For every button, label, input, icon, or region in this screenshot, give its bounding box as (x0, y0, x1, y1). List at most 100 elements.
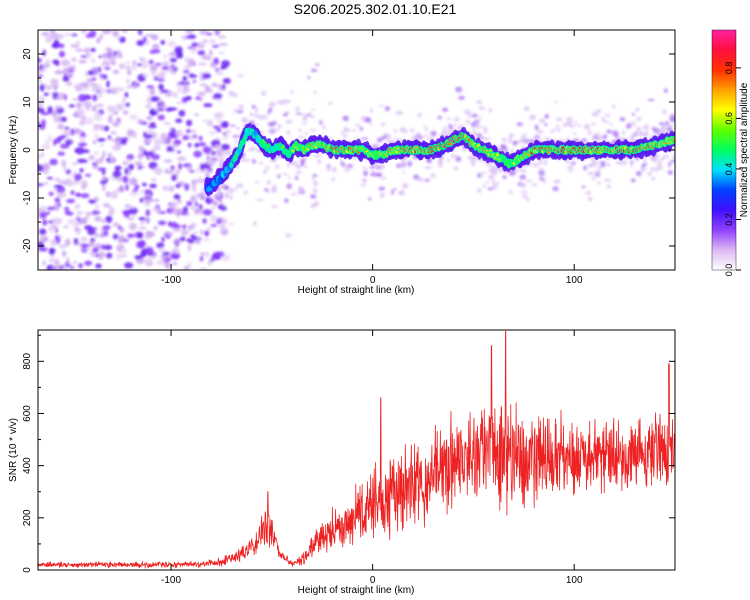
noise-blob (81, 30, 87, 34)
halo-blob (499, 144, 507, 149)
noise-blob (46, 206, 56, 211)
noise-blob (144, 151, 150, 157)
noise-blob (50, 254, 56, 258)
halo-blob (672, 154, 675, 160)
noise-blob (92, 127, 100, 132)
halo-blob (630, 160, 634, 164)
noise-blob (195, 167, 200, 174)
noise-blob (181, 34, 187, 41)
noise-blob (100, 63, 108, 67)
halo-blob (657, 160, 662, 166)
halo-blob (260, 130, 264, 136)
noise-blob (122, 160, 128, 166)
halo-blob (307, 113, 312, 117)
noise-blob (194, 179, 203, 183)
noise-blob (181, 224, 187, 230)
noise-blob (221, 60, 231, 67)
halo-blob (485, 181, 490, 184)
halo-blob (256, 198, 264, 202)
halo-blob (554, 101, 558, 104)
noise-blob (125, 184, 129, 191)
noise-blob (102, 203, 110, 207)
halo-blob (310, 194, 316, 199)
halo-blob (407, 160, 413, 167)
halo-blob (474, 123, 482, 129)
halo-blob (381, 135, 387, 140)
noise-blob (92, 247, 99, 253)
noise-blob (64, 209, 70, 216)
halo-blob (209, 157, 218, 162)
noise-blob (78, 263, 83, 269)
noise-blob (188, 58, 195, 65)
halo-blob (430, 173, 436, 178)
halo-blob (363, 170, 368, 177)
snr-xlabel: Height of straight line (km) (298, 585, 415, 596)
halo-blob (355, 123, 361, 127)
noise-blob (75, 232, 81, 235)
noise-blob (134, 184, 140, 190)
halo-blob (645, 129, 649, 136)
noise-blob (196, 237, 203, 241)
noise-blob (144, 139, 153, 143)
halo-blob (627, 122, 632, 129)
noise-blob (74, 203, 80, 210)
noise-blob (199, 267, 208, 270)
halo-blob (303, 113, 308, 120)
noise-blob (156, 78, 165, 82)
noise-blob (146, 115, 152, 121)
noise-blob (53, 138, 57, 146)
halo-blob (552, 128, 555, 132)
halo-blob (207, 227, 211, 232)
noise-blob (207, 259, 212, 267)
x-tick-label: -100 (161, 575, 181, 586)
halo-blob (392, 188, 398, 191)
halo-blob (667, 170, 673, 175)
snr-background (38, 330, 675, 570)
noise-blob (117, 186, 125, 192)
halo-blob (417, 113, 422, 118)
halo-blob (225, 129, 232, 134)
halo-blob (597, 165, 602, 170)
halo-blob (465, 119, 471, 124)
noise-blob (156, 75, 166, 79)
noise-blob (40, 112, 50, 116)
halo-blob (591, 122, 597, 125)
halo-blob (483, 137, 491, 141)
noise-blob (126, 129, 134, 137)
noise-blob (86, 247, 91, 251)
noise-blob (85, 53, 92, 58)
noise-blob (176, 81, 181, 88)
halo-blob (441, 129, 448, 134)
noise-blob (107, 105, 116, 113)
noise-blob (128, 222, 138, 231)
halo-blob (272, 128, 280, 132)
halo-blob (637, 126, 642, 132)
noise-blob (69, 265, 74, 269)
noise-blob (121, 210, 130, 215)
halo-blob (359, 126, 363, 131)
halo-blob (532, 162, 539, 167)
noise-blob (176, 150, 182, 154)
noise-blob (128, 177, 138, 186)
noise-blob (184, 56, 189, 62)
noise-blob (166, 148, 175, 152)
halo-blob (655, 165, 664, 171)
noise-blob (146, 218, 150, 223)
halo-blob (361, 137, 369, 140)
halo-blob (472, 128, 475, 131)
halo-blob (369, 122, 373, 126)
noise-blob (85, 214, 90, 219)
halo-blob (310, 68, 318, 73)
halo-blob (477, 172, 481, 179)
noise-blob (193, 240, 200, 245)
halo-blob (544, 122, 548, 127)
noise-blob (199, 30, 208, 35)
noise-blob (173, 65, 178, 69)
halo-blob (647, 98, 655, 102)
noise-blob (89, 48, 96, 52)
halo-blob (614, 132, 619, 139)
noise-blob (41, 119, 46, 127)
noise-blob (54, 258, 60, 266)
noise-blob (124, 167, 129, 175)
